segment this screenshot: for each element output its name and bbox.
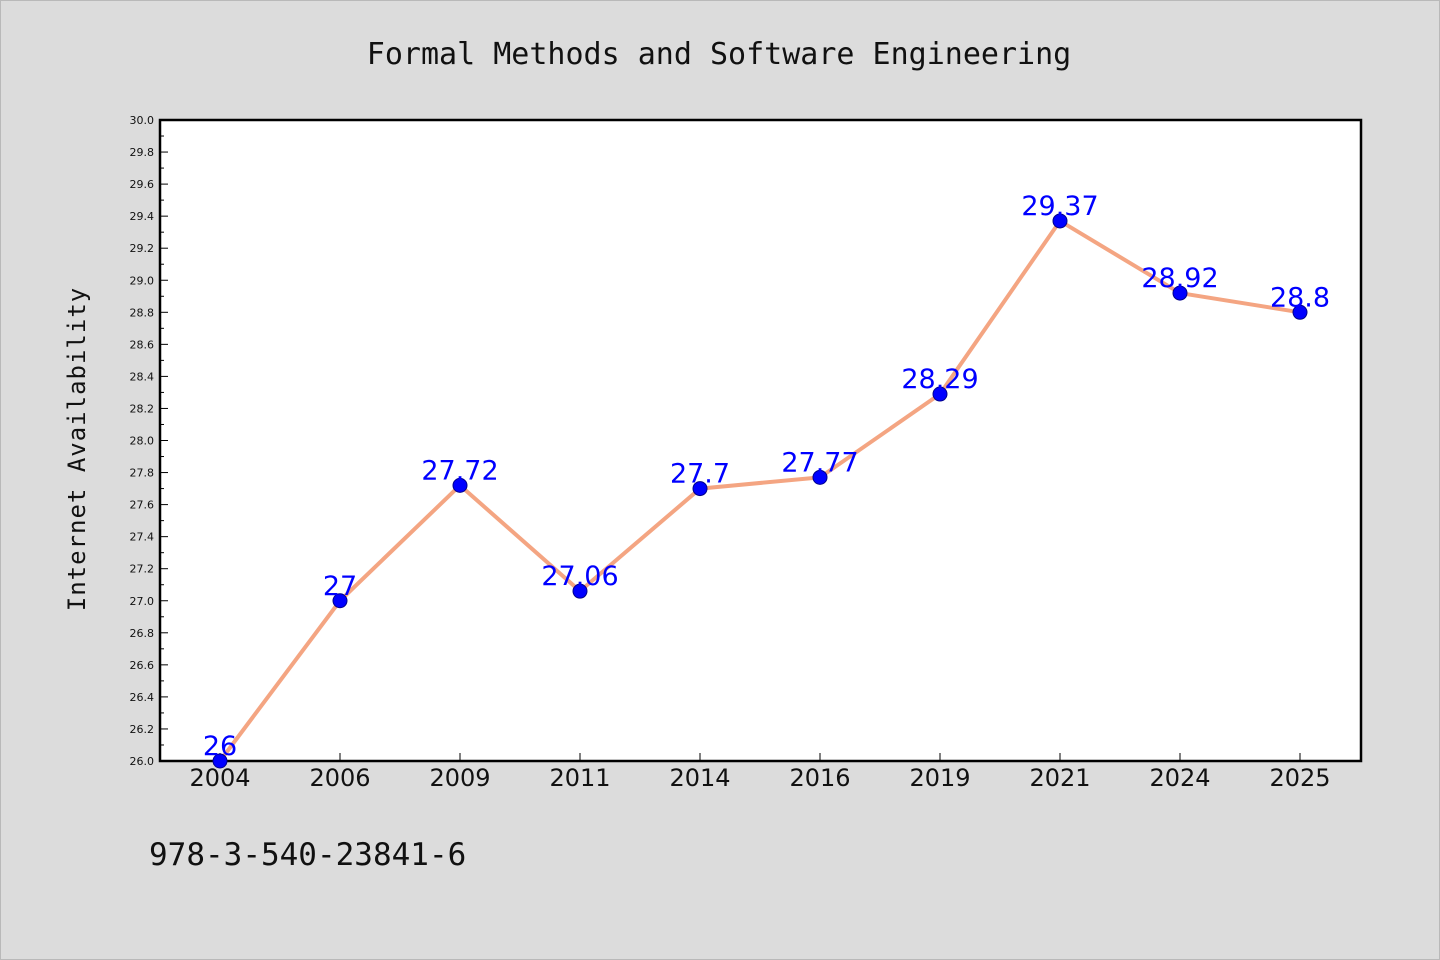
y-tick-label: 29.6	[130, 178, 155, 191]
y-tick-label: 26.2	[130, 723, 155, 736]
y-tick-label: 27.2	[130, 563, 155, 576]
data-point	[812, 469, 828, 485]
data-label: 26	[203, 731, 237, 762]
data-point	[1052, 213, 1068, 229]
y-tick-label: 29.2	[130, 242, 155, 255]
x-tick-label: 2021	[1029, 764, 1090, 792]
y-tick-label: 28.4	[130, 370, 155, 383]
data-point	[572, 583, 588, 599]
y-tick-label: 28.2	[130, 402, 155, 415]
data-point	[1292, 304, 1308, 320]
data-point	[452, 477, 468, 493]
y-tick-label: 29.0	[130, 274, 155, 287]
y-axis: 26.0 26.2 26.4 26.6 26.8 27.0 27.2 27.4 27.6 27.8…	[130, 114, 168, 768]
x-tick-label: 2009	[429, 764, 490, 792]
data-label: 29.37	[1021, 191, 1098, 222]
y-tick-label: 29.4	[130, 210, 155, 223]
x-axis: 2004 2006 2009 2011 2014 2016 2019 2021 2024 2025	[189, 753, 1331, 792]
data-label: 28.8	[1270, 282, 1330, 313]
y-axis-label: Internet Availability	[63, 287, 91, 611]
y-tick-label: 26.0	[130, 755, 155, 768]
data-label: 27.7	[670, 459, 730, 490]
y-tick-label: 28.6	[130, 338, 155, 351]
x-tick-label: 2004	[189, 764, 250, 792]
x-tick-label: 2006	[309, 764, 370, 792]
data-label: 27	[323, 571, 357, 602]
data-point	[1172, 285, 1188, 301]
y-tick-label: 27.6	[130, 499, 155, 512]
series-line	[218, 218, 1302, 763]
chart-title: Formal Methods and Software Engineering	[367, 37, 1071, 72]
y-tick-label: 26.8	[130, 627, 155, 640]
x-tick-label: 2011	[549, 764, 610, 792]
x-tick-label: 2014	[669, 764, 730, 792]
x-tick-label: 2019	[909, 764, 970, 792]
data-label: 28.29	[901, 364, 978, 395]
footer-isbn: 978-3-540-23841-6	[149, 837, 466, 873]
series-group: 26 27 27.72 27.06 27.7 27.77 28.29 29.37 28.92 28…	[203, 191, 1330, 769]
data-label: 27.06	[541, 561, 618, 592]
data-point	[212, 753, 228, 769]
x-tick-label: 2016	[789, 764, 850, 792]
y-tick-label: 29.8	[130, 146, 155, 159]
x-tick-label: 2024	[1149, 764, 1210, 792]
data-point	[692, 481, 708, 497]
data-point	[332, 593, 348, 609]
y-tick-label: 27.4	[130, 531, 155, 544]
y-tick-label: 28.8	[130, 306, 155, 319]
data-point	[932, 386, 948, 402]
y-tick-label: 28.0	[130, 435, 155, 448]
y-tick-label: 27.8	[130, 467, 155, 480]
x-tick-label: 2025	[1269, 764, 1330, 792]
data-label: 28.92	[1141, 263, 1218, 294]
data-label: 27.72	[421, 455, 498, 486]
y-tick-label: 26.4	[130, 691, 155, 704]
data-label: 27.77	[781, 447, 858, 478]
y-tick-label: 27.0	[130, 595, 155, 608]
y-tick-label: 30.0	[130, 114, 155, 127]
y-tick-label: 26.6	[130, 659, 155, 672]
plot-area	[158, 118, 1363, 763]
